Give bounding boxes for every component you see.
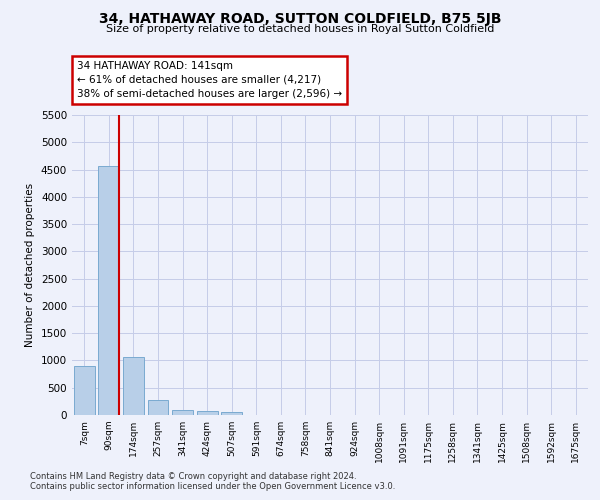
- Bar: [98, 166, 119, 415]
- Bar: [74, 366, 95, 415]
- Y-axis label: Number of detached properties: Number of detached properties: [25, 183, 35, 347]
- Bar: [221, 412, 242, 415]
- Bar: [172, 410, 193, 415]
- Bar: [197, 410, 218, 415]
- Text: Contains public sector information licensed under the Open Government Licence v3: Contains public sector information licen…: [30, 482, 395, 491]
- Bar: [148, 400, 169, 415]
- Text: 34 HATHAWAY ROAD: 141sqm
← 61% of detached houses are smaller (4,217)
38% of sem: 34 HATHAWAY ROAD: 141sqm ← 61% of detach…: [77, 61, 342, 99]
- Text: Contains HM Land Registry data © Crown copyright and database right 2024.: Contains HM Land Registry data © Crown c…: [30, 472, 356, 481]
- Text: 34, HATHAWAY ROAD, SUTTON COLDFIELD, B75 5JB: 34, HATHAWAY ROAD, SUTTON COLDFIELD, B75…: [99, 12, 501, 26]
- Bar: [123, 357, 144, 415]
- Text: Size of property relative to detached houses in Royal Sutton Coldfield: Size of property relative to detached ho…: [106, 24, 494, 34]
